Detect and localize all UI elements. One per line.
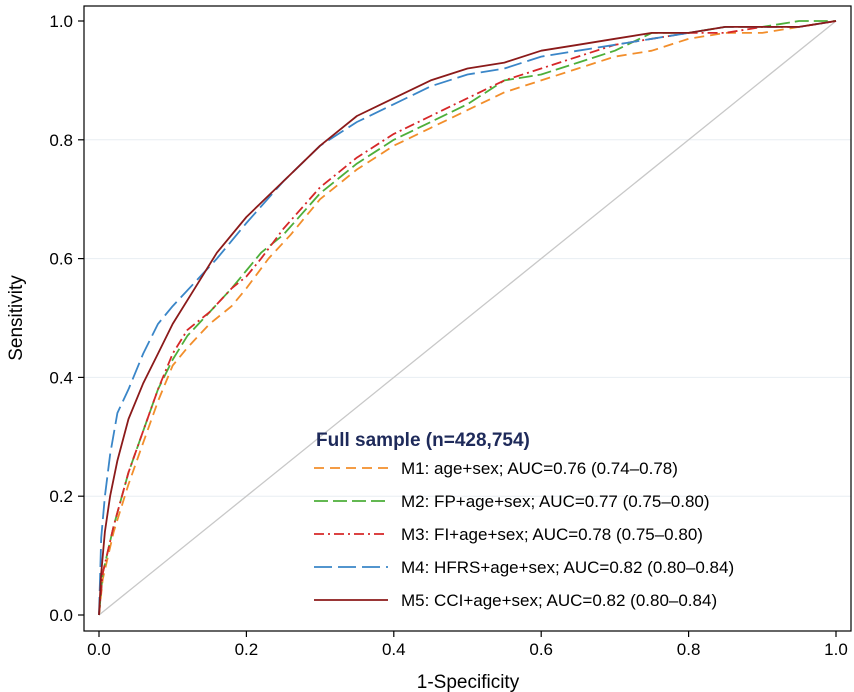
roc-curves <box>98 20 837 616</box>
reference-line <box>98 20 837 616</box>
y-tick-label-5: 1.0 <box>49 12 73 31</box>
y-axis-title: Sensitivity <box>6 275 27 361</box>
tick-labels: 0.0 0.2 0.4 0.6 0.8 1.0 0.0 0.2 0.4 0.6 0.8 1.0 <box>49 12 847 659</box>
x-tick-label-3: 0.6 <box>529 640 553 659</box>
legend-label-m3: M3: FI+age+sex; AUC=0.78 (0.75–0.80) <box>401 525 703 544</box>
x-tick-label-1: 0.2 <box>235 640 259 659</box>
legend-label-m5: M5: CCI+age+sex; AUC=0.82 (0.80–0.84) <box>401 591 717 610</box>
legend: Full sample (n=428,754) M1: age+sex; AUC… <box>314 430 734 610</box>
series-line-m4 <box>98 20 837 616</box>
y-tick-label-3: 0.6 <box>49 250 73 269</box>
gridlines <box>84 139 851 497</box>
legend-title: Full sample (n=428,754) <box>316 430 530 451</box>
x-tick-label-5: 1.0 <box>824 640 848 659</box>
series-line-m1 <box>98 20 837 616</box>
y-tick-label-1: 0.2 <box>49 487 73 506</box>
y-tick-label-0: 0.0 <box>49 606 73 625</box>
series-line-m5 <box>98 20 837 616</box>
axes <box>83 5 852 632</box>
legend-label-m4: M4: HFRS+age+sex; AUC=0.82 (0.80–0.84) <box>401 558 734 577</box>
x-tick-label-0: 0.0 <box>87 640 111 659</box>
x-axis-title: 1-Specificity <box>417 672 520 692</box>
x-tick-label-4: 0.8 <box>677 640 701 659</box>
y-tick-label-2: 0.4 <box>49 368 73 387</box>
x-tick-label-2: 0.4 <box>382 640 406 659</box>
reference-diagonal <box>98 20 837 616</box>
y-tick-label-4: 0.8 <box>49 131 73 150</box>
legend-label-m2: M2: FP+age+sex; AUC=0.77 (0.75–0.80) <box>401 492 710 511</box>
legend-label-m1: M1: age+sex; AUC=0.76 (0.74–0.78) <box>401 459 678 478</box>
plot-frame <box>83 5 852 632</box>
